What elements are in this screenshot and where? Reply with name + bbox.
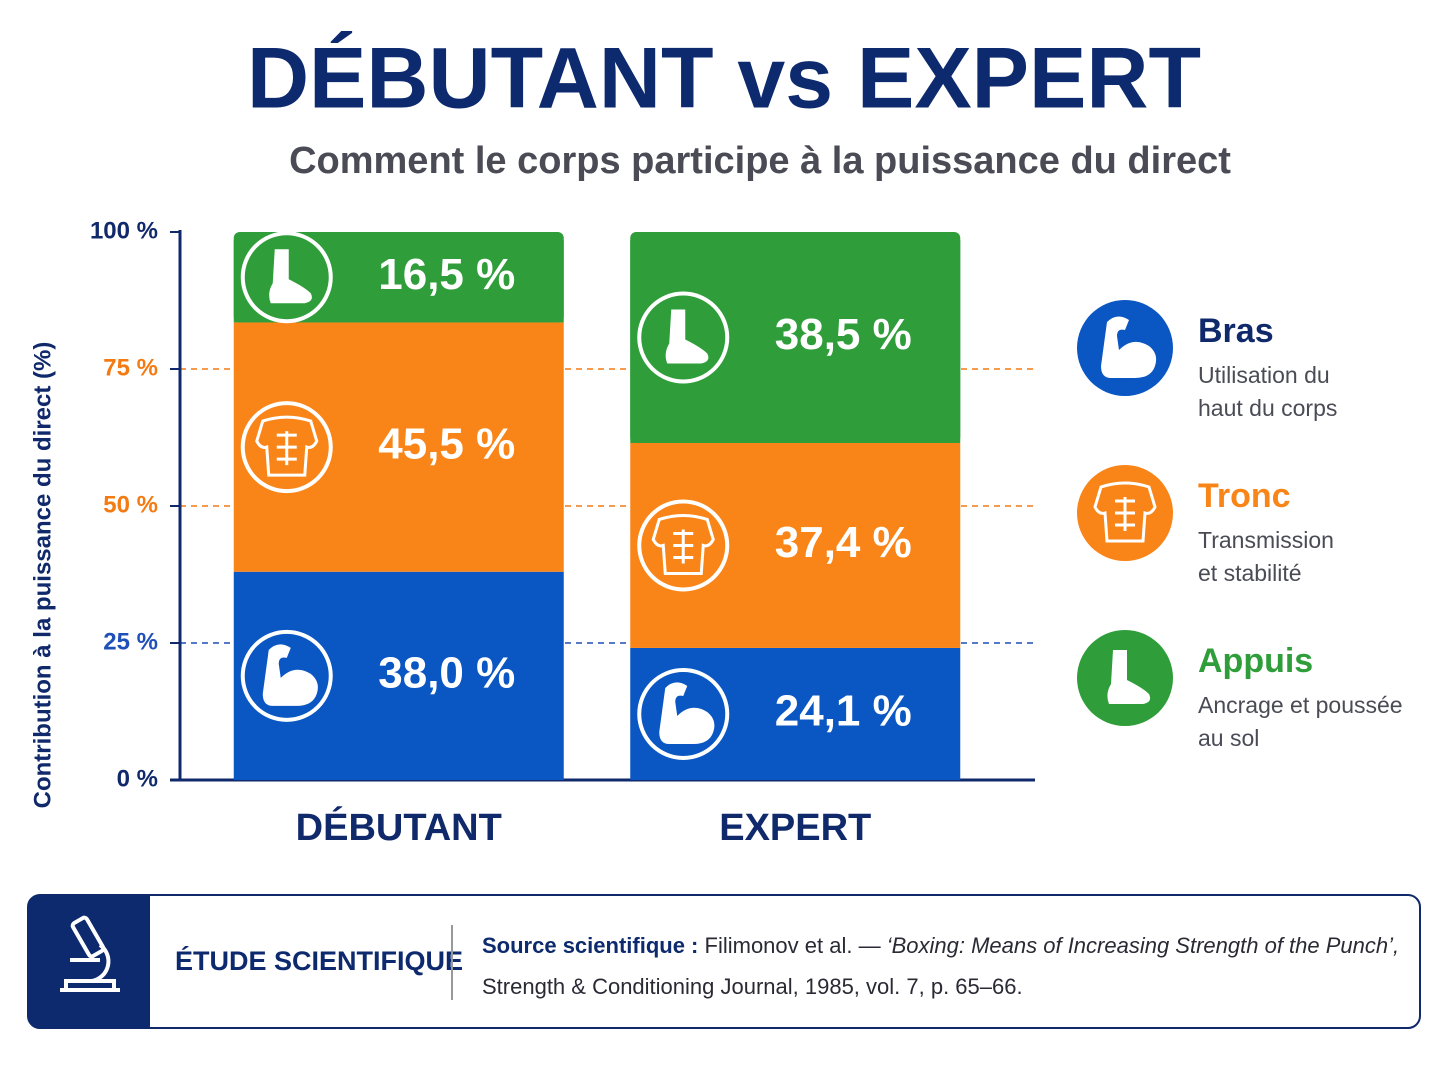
x-tick-label: EXPERT (719, 807, 871, 849)
source-label: Source scientifique : (482, 933, 698, 958)
legend-description: haut du corps (1198, 395, 1337, 421)
legend-name: Bras (1198, 312, 1274, 350)
microscope-icon (60, 915, 120, 992)
source-journal: Strength & Conditioning Journal, 1985, v… (482, 974, 1023, 999)
y-tick-label: 0 % (117, 765, 158, 792)
icon (1077, 300, 1173, 396)
arm-glyph (1101, 316, 1157, 378)
icon (637, 291, 730, 384)
legend-description: et stabilité (1198, 560, 1302, 586)
value-label: 38,0 % (378, 649, 515, 698)
icon-ring (637, 291, 730, 384)
footer-badge: ÉTUDE SCIENTIFIQUE (175, 945, 463, 976)
legend-description: Transmission (1198, 527, 1334, 553)
chart-title: DÉBUTANT vs EXPERT (247, 31, 1201, 127)
icon-ring (637, 499, 730, 592)
legend-description: Utilisation du (1198, 362, 1330, 388)
x-tick-label: DÉBUTANT (296, 805, 502, 849)
icon (240, 231, 333, 324)
icon-ring (637, 667, 730, 760)
legend-name: Tronc (1198, 477, 1291, 515)
legend-description: au sol (1198, 725, 1259, 751)
y-tick-label: 100 % (90, 217, 158, 244)
source-authors: Filimonov et al. — (705, 933, 881, 958)
torso-glyph (1093, 481, 1157, 543)
source-title: ‘Boxing: Means of Increasing Strength of… (887, 933, 1399, 958)
y-tick-label: 75 % (103, 354, 158, 381)
y-axis-label: Contribution à la puissance du direct (%… (29, 342, 56, 809)
value-label: 16,5 % (378, 250, 515, 299)
icon (637, 667, 730, 760)
torso-glyph (651, 513, 715, 575)
legend-name: Appuis (1198, 642, 1313, 680)
icon-ring (240, 629, 333, 722)
icon (1077, 465, 1173, 561)
icon (240, 401, 333, 494)
icon (1077, 630, 1173, 726)
chart-subtitle: Comment le corps participe à la puissanc… (289, 140, 1231, 182)
icon-ring (240, 401, 333, 494)
torso-glyph (255, 415, 319, 477)
foot-glyph (269, 249, 312, 304)
value-label: 24,1 % (775, 687, 912, 736)
value-label: 45,5 % (378, 420, 515, 469)
legend-description: Ancrage et poussée (1198, 692, 1403, 718)
icon (637, 499, 730, 592)
icon (240, 629, 333, 722)
arm-glyph (262, 644, 318, 706)
value-label: 38,5 % (775, 310, 912, 359)
foot-glyph (665, 309, 709, 364)
y-tick-label: 25 % (103, 628, 158, 655)
value-label: 37,4 % (775, 518, 912, 567)
y-tick-label: 50 % (103, 491, 158, 518)
footer-source: Source scientifique : Filimonov et al. —… (482, 933, 1399, 958)
foot-glyph (1107, 650, 1151, 704)
arm-glyph (659, 682, 715, 744)
icon-ring (240, 231, 333, 324)
